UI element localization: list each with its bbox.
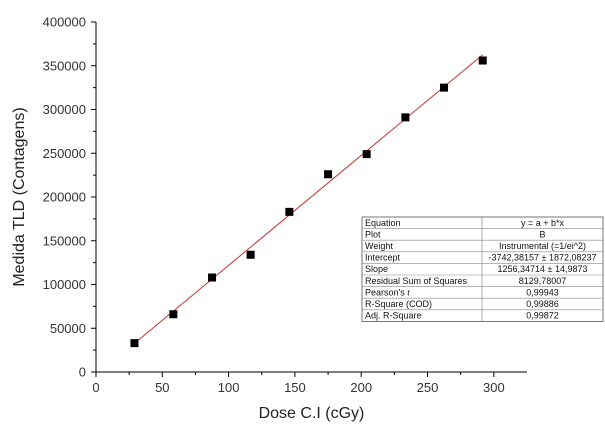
data-point — [439, 83, 448, 92]
stats-table-label: Plot — [365, 229, 381, 239]
y-tick-label: 200000 — [43, 190, 86, 205]
data-point — [324, 170, 333, 179]
x-tick-label: 150 — [284, 380, 306, 395]
stats-table-header-label: Equation — [365, 218, 401, 228]
stats-table-value: B — [539, 229, 545, 239]
data-point — [362, 150, 371, 159]
y-tick-label: 300000 — [43, 102, 86, 117]
y-tick-label: 250000 — [43, 146, 86, 161]
data-point — [208, 273, 217, 282]
y-tick-label: 50000 — [50, 321, 86, 336]
stats-table-label: Intercept — [365, 253, 401, 263]
stats-table-value: 0,99872 — [526, 311, 559, 321]
y-tick-label: 400000 — [43, 15, 86, 30]
stats-table-value: Instrumental (=1/ei^2) — [499, 241, 586, 251]
data-points — [130, 56, 487, 348]
y-tick-label: 350000 — [43, 58, 86, 73]
y-tick-label: 0 — [79, 365, 86, 380]
stats-table-value: -3742,38157 ± 1872,08237 — [488, 253, 596, 263]
stats-table-frame — [361, 216, 604, 322]
stats-table-value: 8129,78007 — [519, 276, 567, 286]
fit-line — [134, 54, 484, 344]
data-point — [478, 56, 487, 65]
fit-line-group — [134, 54, 484, 344]
data-point — [285, 207, 294, 216]
stats-table-label: Adj. R-Square — [365, 311, 422, 321]
stats-table-value: 0,99886 — [526, 299, 559, 309]
x-tick-label: 200 — [350, 380, 372, 395]
stats-table: Equation y = a + b*x Plot B Weight Instrument… — [361, 216, 604, 322]
stats-table-label: R-Square (COD) — [365, 299, 432, 309]
x-axis-title: Dose C.I (cGy) — [259, 405, 365, 422]
x-tick-label: 300 — [483, 380, 505, 395]
data-point — [401, 113, 410, 122]
data-point — [246, 250, 255, 259]
y-axis-title: Medida TLD (Contagens) — [11, 107, 28, 286]
x-tick-label: 0 — [92, 380, 99, 395]
data-point — [169, 310, 178, 319]
stats-table-label: Weight — [365, 241, 393, 251]
stats-table-label: Pearson's r — [365, 287, 410, 297]
x-tick-label: 250 — [417, 380, 439, 395]
y-tick-label: 150000 — [43, 233, 86, 248]
x-tick-label: 100 — [218, 380, 240, 395]
y-tick-label: 100000 — [43, 277, 86, 292]
stats-table-header-value: y = a + b*x — [521, 218, 565, 228]
stats-table-value: 1256,34714 ± 14,9873 — [497, 264, 587, 274]
stats-table-label: Slope — [365, 264, 388, 274]
x-tick-label: 50 — [155, 380, 169, 395]
stats-table-value: 0,99943 — [526, 287, 559, 297]
data-point — [130, 339, 139, 348]
stats-table-label: Residual Sum of Squares — [365, 276, 468, 286]
axes: 0 50 100 150 200 250 300 0 50000 100000 150000 2000… — [43, 15, 527, 395]
